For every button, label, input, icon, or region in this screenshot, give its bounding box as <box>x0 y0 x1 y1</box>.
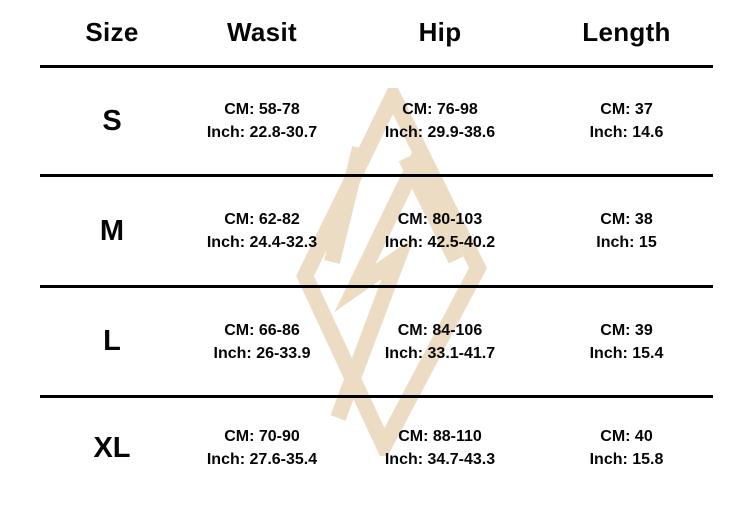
table-row-l: L CM: 66-86 Inch: 26-33.9 CM: 84-106 Inc… <box>40 288 713 398</box>
length-cm: CM: 39 <box>600 321 653 339</box>
hip-inch: Inch: 42.5-40.2 <box>384 234 496 251</box>
length-inch: Inch: 15 <box>596 234 657 251</box>
waist-inch: Inch: 22.8-30.7 <box>206 124 318 141</box>
hip-cell: CM: 88-110 Inch: 34.7-43.3 <box>340 398 540 498</box>
header-length: Length <box>582 17 671 47</box>
hip-cm: CM: 88-110 <box>398 428 482 445</box>
length-cell: CM: 40 Inch: 15.8 <box>540 398 713 498</box>
length-inch: Inch: 15.8 <box>589 451 664 468</box>
hip-cm: CM: 84-106 <box>397 321 483 339</box>
waist-cm: CM: 62-82 <box>224 211 300 228</box>
length-inch: Inch: 15.4 <box>589 344 664 362</box>
waist-cell: CM: 70-90 Inch: 27.6-35.4 <box>184 398 340 498</box>
hip-cm: CM: 76-98 <box>402 101 478 118</box>
hip-cm: CM: 80-103 <box>397 211 483 228</box>
length-cell: CM: 38 Inch: 15 <box>540 177 713 285</box>
table-row-s: S CM: 58-78 Inch: 22.8-30.7 CM: 76-98 In… <box>40 68 713 177</box>
length-cm: CM: 40 <box>600 428 653 445</box>
hip-inch: Inch: 33.1-41.7 <box>384 344 496 362</box>
size-label: M <box>99 214 125 247</box>
waist-inch: Inch: 24.4-32.3 <box>206 234 318 251</box>
waist-cell: CM: 58-78 Inch: 22.8-30.7 <box>184 68 340 174</box>
size-label: XL <box>93 431 131 464</box>
length-cell: CM: 39 Inch: 15.4 <box>540 288 713 395</box>
size-label: S <box>102 104 122 137</box>
waist-inch: Inch: 26-33.9 <box>213 344 311 362</box>
header-hip: Hip <box>418 17 462 47</box>
waist-cm: CM: 70-90 <box>224 428 300 445</box>
waist-inch: Inch: 27.6-35.4 <box>206 451 318 468</box>
waist-cm: CM: 66-86 <box>224 321 300 339</box>
header-size: Size <box>85 17 139 47</box>
length-cell: CM: 37 Inch: 14.6 <box>540 68 713 174</box>
length-cm: CM: 38 <box>600 211 653 228</box>
hip-cell: CM: 84-106 Inch: 33.1-41.7 <box>340 288 540 395</box>
table-row-xl: XL CM: 70-90 Inch: 27.6-35.4 CM: 88-110 … <box>40 398 713 498</box>
hip-cell: CM: 80-103 Inch: 42.5-40.2 <box>340 177 540 285</box>
waist-cell: CM: 66-86 Inch: 26-33.9 <box>184 288 340 395</box>
waist-cm: CM: 58-78 <box>224 101 300 118</box>
hip-cell: CM: 76-98 Inch: 29.9-38.6 <box>340 68 540 174</box>
length-inch: Inch: 14.6 <box>589 124 664 141</box>
length-cm: CM: 37 <box>600 101 653 118</box>
hip-inch: Inch: 29.9-38.6 <box>384 124 496 141</box>
size-label: L <box>103 325 121 357</box>
waist-cell: CM: 62-82 Inch: 24.4-32.3 <box>184 177 340 285</box>
header-waist: Wasit <box>227 17 297 47</box>
table-row-m: M CM: 62-82 Inch: 24.4-32.3 CM: 80-103 I… <box>40 177 713 288</box>
hip-inch: Inch: 34.7-43.3 <box>384 451 496 468</box>
size-chart-table: Size Wasit Hip Length S CM: 58-78 Inch: … <box>40 0 713 498</box>
table-header-row: Size Wasit Hip Length <box>40 0 713 68</box>
